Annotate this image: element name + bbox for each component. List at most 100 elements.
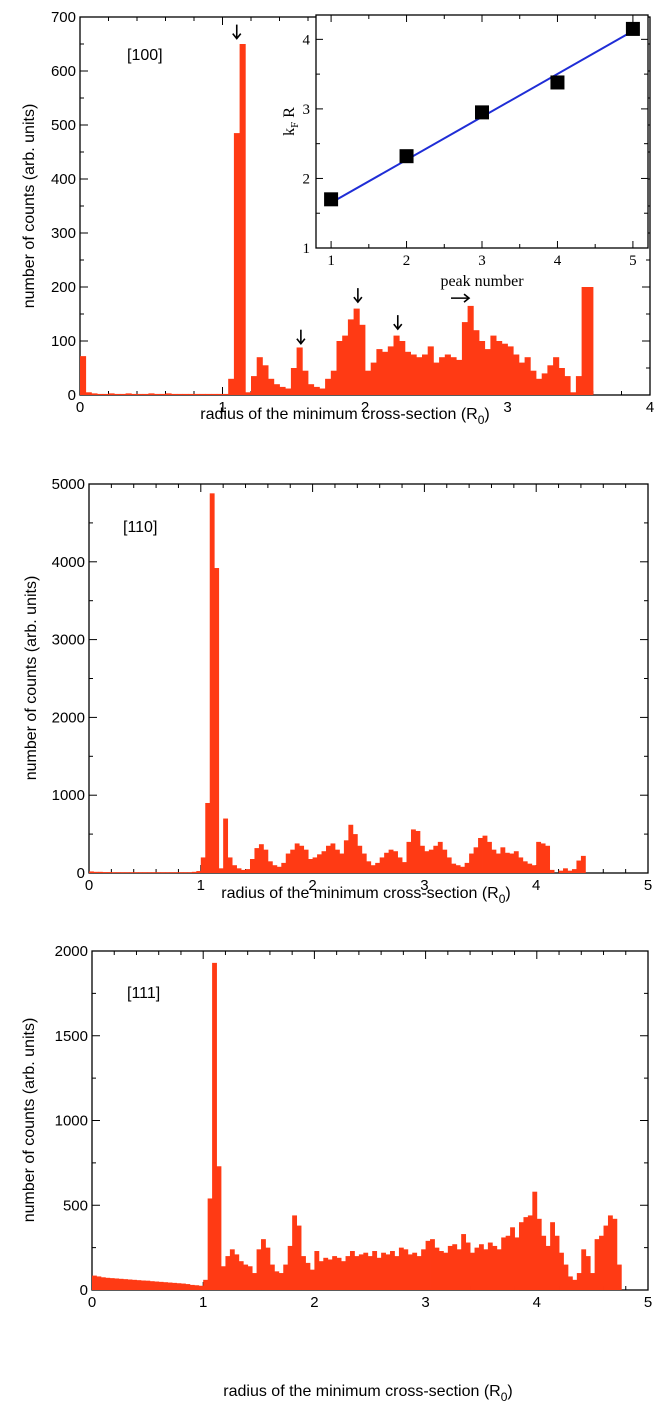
y-tick-label: 3000 <box>52 632 85 649</box>
x-tick-label: 0 <box>76 399 84 416</box>
inset-data-point <box>475 105 489 120</box>
histogram-bar <box>385 1254 391 1290</box>
inset-points <box>324 21 640 207</box>
histogram-bar <box>185 1284 191 1290</box>
histogram-bar <box>108 393 115 395</box>
histogram-bar <box>570 392 577 395</box>
histogram-bar <box>239 44 246 395</box>
histogram-bar <box>599 1235 604 1290</box>
histogram-bar <box>523 1217 529 1290</box>
plot-frame <box>88 483 649 874</box>
histogram-110 <box>89 493 586 873</box>
histogram-bar <box>348 824 354 873</box>
histogram-bar <box>478 837 483 873</box>
histogram-bar <box>460 866 466 873</box>
histogram-bar <box>558 870 564 873</box>
histogram-bar <box>326 845 331 873</box>
histogram-bar <box>452 1244 458 1290</box>
histogram-bar <box>299 845 305 873</box>
histogram-bar <box>554 1235 560 1290</box>
y-axis-label-100: number of counts (arb. units) <box>21 104 38 309</box>
histogram-bar <box>496 341 503 395</box>
histogram-bar <box>332 1256 338 1290</box>
histogram-bar <box>428 849 434 873</box>
histogram-bar <box>492 1245 498 1290</box>
histogram-bar <box>114 1278 120 1290</box>
histogram-bar <box>115 872 121 873</box>
histogram-bar <box>105 1277 111 1290</box>
histogram-bar <box>80 356 87 395</box>
x-tick-label: 3 <box>420 877 428 894</box>
histogram-bar <box>513 354 520 395</box>
panel-100: 0 1 2 3 4 0 100 200 300 400 500 600 700 [100] number… <box>21 9 654 427</box>
histogram-bar <box>487 1242 493 1290</box>
histogram-bar <box>323 1257 329 1290</box>
y-tick-label: 1500 <box>55 1028 88 1045</box>
histogram-bar <box>363 1252 369 1290</box>
histogram-bar <box>456 1249 462 1290</box>
histogram-bar <box>176 1283 182 1290</box>
histogram-bar <box>487 841 492 873</box>
inset-data-point <box>625 21 640 36</box>
x-tick-label: 4 <box>532 877 540 894</box>
histogram-bar <box>421 1249 426 1290</box>
histogram-bar <box>594 1239 600 1290</box>
histogram-bar <box>256 357 263 395</box>
x-tick-label: 2 <box>310 1294 318 1311</box>
histogram-bar <box>381 1252 386 1290</box>
histogram-bar <box>178 872 184 873</box>
histogram-bar <box>321 851 327 873</box>
histogram-bar <box>402 862 407 873</box>
inset-x-tick-label: 3 <box>478 253 486 269</box>
histogram-bar <box>354 1256 360 1290</box>
histogram-bar <box>514 1237 520 1290</box>
y-axis-label-111: number of counts (arb. units) <box>21 1018 38 1223</box>
histogram-bar <box>258 844 264 873</box>
inset-y-tick-label: 3 <box>303 102 311 118</box>
histogram-bar <box>336 341 343 395</box>
histogram-bar <box>173 872 179 873</box>
histogram-bar <box>390 1251 395 1290</box>
histogram-bar <box>111 872 117 873</box>
histogram-bar <box>474 1247 480 1291</box>
histogram-bar <box>442 849 448 873</box>
y-tick-label: 2000 <box>55 943 88 960</box>
histogram-bar <box>267 861 273 873</box>
histogram-bar <box>305 1262 311 1290</box>
histogram-bar <box>149 1281 155 1290</box>
histogram-bar <box>319 388 326 395</box>
histogram-bar <box>194 1285 200 1290</box>
peak-arrow-head <box>296 338 306 345</box>
histogram-bar <box>279 386 286 395</box>
histogram-bar <box>296 347 303 395</box>
histogram-bar <box>269 1264 275 1290</box>
histogram-bar <box>536 1218 542 1290</box>
histogram-bar <box>456 359 463 395</box>
axes-frame-111 <box>91 950 649 1291</box>
histogram-bar <box>262 365 269 395</box>
histogram-bar <box>576 1273 582 1290</box>
panel-label-110: [110] <box>123 519 157 536</box>
tick-labels-110: 0 1 2 3 4 5 0 1000 2000 3000 4000 5000 <box>52 476 653 894</box>
histogram-bar <box>290 368 297 395</box>
histogram-bar <box>416 357 423 395</box>
histogram-bar <box>131 393 138 395</box>
histogram-bar <box>545 845 551 873</box>
histogram-bar <box>465 1242 471 1290</box>
histogram-bar <box>483 1249 489 1290</box>
y-tick-label: 1000 <box>55 1113 88 1130</box>
histogram-bar <box>145 1280 151 1290</box>
histogram-bar <box>491 849 497 873</box>
histogram-bar <box>228 378 235 395</box>
histogram-bar <box>361 853 367 873</box>
histogram-bar <box>518 857 524 873</box>
histogram-bar <box>308 384 315 395</box>
histogram-bar <box>375 862 381 873</box>
histogram-bar <box>268 378 275 395</box>
histogram-bar <box>607 1215 613 1290</box>
histogram-bar <box>102 872 108 873</box>
y-tick-label: 5000 <box>52 476 85 493</box>
histogram-bar <box>212 962 217 1290</box>
panel-label-100: [100] <box>127 47 163 64</box>
